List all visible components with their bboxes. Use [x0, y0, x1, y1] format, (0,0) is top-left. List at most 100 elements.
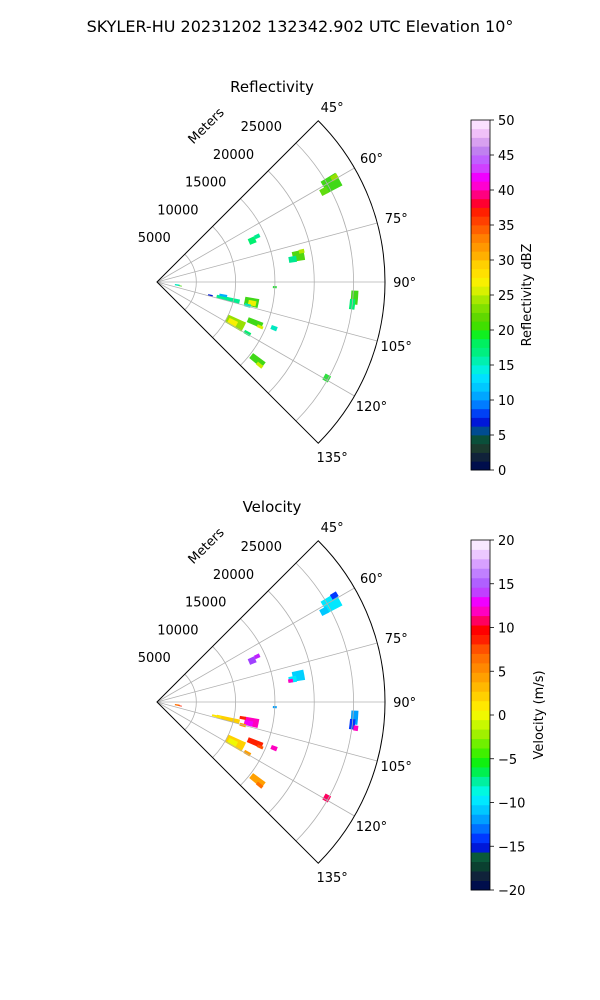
data-cell: [298, 248, 305, 254]
colorbar-segment: [471, 672, 490, 683]
colorbar-segment: [471, 417, 490, 427]
theta-tick-label: 105°: [381, 340, 412, 355]
colorbar-segment: [471, 691, 490, 702]
colorbar-segment: [471, 155, 490, 165]
angular-gridline: [156, 281, 355, 397]
colorbar-segment: [471, 540, 490, 550]
data-cell: [322, 373, 332, 383]
colorbar-segment: [471, 871, 490, 881]
data-cell: [270, 744, 278, 752]
colorbar-segment: [471, 365, 490, 375]
data-cell: [288, 255, 298, 263]
colorbar-tick-label: 30: [498, 254, 515, 269]
colorbar-segment: [471, 700, 490, 711]
data-cell: [253, 653, 261, 660]
colorbar-tick-label: 10: [498, 394, 515, 409]
colorbar-segment: [471, 330, 490, 340]
colorbar-segment: [471, 823, 490, 834]
colorbar-segment: [471, 137, 490, 147]
colorbar-segment: [471, 242, 490, 252]
colorbar-segment: [471, 146, 490, 156]
data-cell: [287, 678, 294, 683]
data-cell: [255, 361, 264, 369]
colorbar-segment: [471, 719, 490, 730]
colorbar-segment: [471, 198, 490, 208]
data-cell: [253, 233, 261, 240]
colorbar-segment: [471, 260, 490, 270]
colorbar-segment: [471, 443, 490, 453]
data-cell: [227, 737, 239, 747]
colorbar-tick-label: −10: [498, 797, 525, 812]
colorbar-segment: [471, 842, 490, 853]
colorbar-segment: [471, 382, 490, 392]
data-cell: [256, 324, 264, 330]
theta-tick-label: 90°: [393, 696, 416, 711]
colorbar-tick-label: 0: [498, 709, 506, 724]
colorbar-segment: [471, 634, 490, 645]
colorbar-tick-label: 10: [498, 622, 515, 637]
data-cell: [353, 725, 359, 732]
data-cell: [330, 173, 339, 182]
colorbar-segment: [471, 181, 490, 191]
colorbar-tick-label: −5: [498, 753, 517, 768]
theta-tick-label: 45°: [321, 521, 344, 536]
colorbar-segment: [471, 833, 490, 844]
data-cell: [322, 793, 332, 803]
angular-gridline: [156, 701, 378, 762]
data-cell: [319, 186, 330, 196]
sector-frame: [156, 120, 386, 444]
colorbar-tick-label: 5: [498, 429, 506, 444]
colorbar-segment: [471, 128, 490, 138]
colorbar-segment: [471, 400, 490, 410]
r-tick-label: 5000: [138, 231, 171, 246]
colorbar-label: Velocity (m/s): [532, 670, 547, 759]
colorbar-segment: [471, 662, 490, 673]
colorbar-segment: [471, 757, 490, 768]
r-tick-label: 10000: [157, 623, 198, 638]
colorbar-segment: [471, 795, 490, 806]
colorbar-tick-label: 5: [498, 665, 506, 680]
colorbar-segment: [471, 785, 490, 796]
colorbar-tick-label: 20: [498, 324, 515, 339]
colorbar-segment: [471, 568, 490, 579]
colorbar-tick-label: 25: [498, 289, 515, 304]
colorbar-segment: [471, 767, 490, 777]
colorbar-segment: [471, 729, 490, 740]
colorbar-tick-label: −20: [498, 884, 525, 899]
colorbar-tick-label: 50: [498, 114, 515, 129]
colorbar-segment: [471, 738, 490, 749]
colorbar-tick-label: 20: [498, 534, 515, 549]
colorbar-segment: [471, 852, 490, 863]
colorbar-tick-label: 45: [498, 149, 515, 164]
data-cell: [243, 749, 252, 757]
colorbar-segment: [471, 549, 490, 560]
data-cell: [247, 656, 257, 665]
colorbar-segment: [471, 710, 490, 721]
theta-tick-label: 45°: [321, 101, 344, 116]
colorbar-segment: [471, 251, 490, 261]
colorbar-segment: [471, 190, 490, 200]
data-cell: [178, 705, 182, 707]
colorbar-segment: [471, 216, 490, 226]
colorbar-segment: [471, 776, 490, 787]
data-cell: [255, 781, 264, 789]
colorbar-segment: [471, 295, 490, 305]
angular-gridline: [156, 587, 355, 703]
sector-frame: [156, 540, 386, 864]
colorbar-segment: [471, 321, 490, 331]
colorbar-segment: [471, 207, 490, 217]
velocity-panel: Velocity 45° 60° 75° 90° 105° 120° 135° 5000 1000…: [138, 498, 547, 899]
colorbar-tick-label: −15: [498, 840, 525, 855]
colorbar-segment: [471, 172, 490, 182]
angular-gridline: [156, 642, 378, 703]
colorbar-segment: [471, 461, 490, 471]
colorbar-tick-label: 15: [498, 359, 515, 374]
panel-title: Velocity: [243, 498, 302, 516]
r-tick-label: 5000: [138, 651, 171, 666]
theta-tick-label: 60°: [360, 152, 383, 167]
colorbar-segment: [471, 286, 490, 296]
data-cell: [247, 236, 257, 245]
colorbar-segment: [471, 225, 490, 235]
data-cell: [256, 744, 264, 750]
colorbar-segment: [471, 303, 490, 313]
